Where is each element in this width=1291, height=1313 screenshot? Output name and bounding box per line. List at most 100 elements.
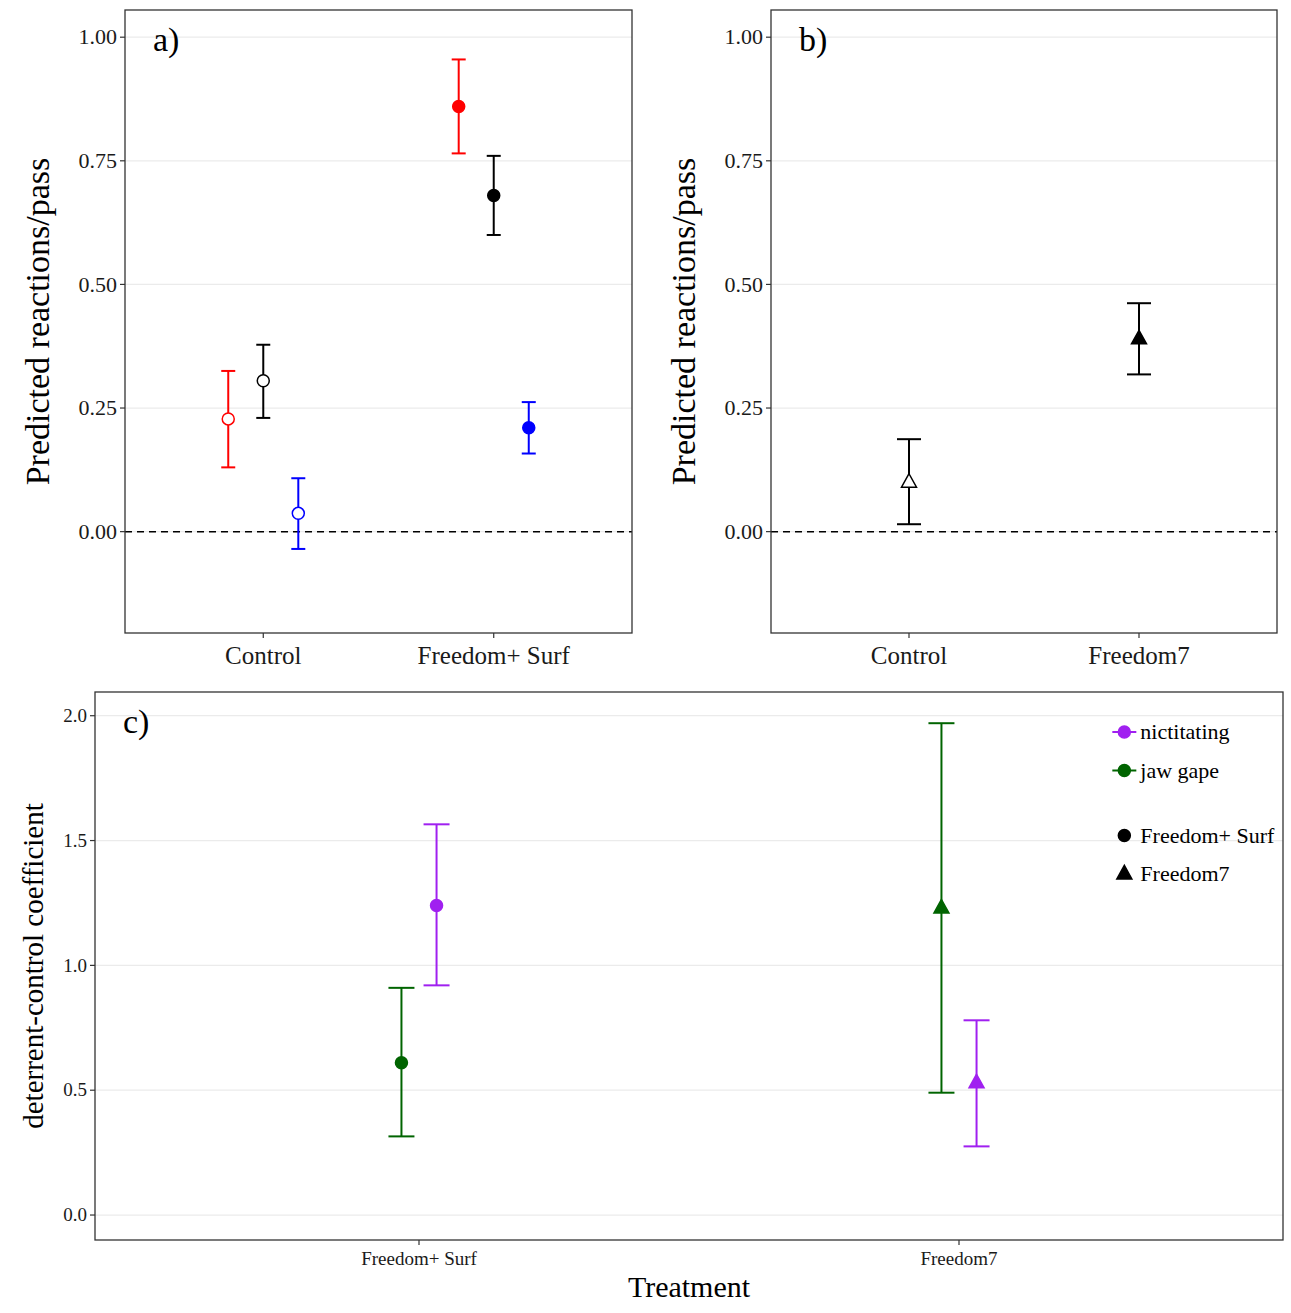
marks <box>897 303 1151 524</box>
error-bar <box>221 371 235 467</box>
y-tick <box>90 1214 95 1215</box>
x-tick <box>263 633 264 638</box>
legend: nictitatingjaw gapeFreedom+ SurfFreedom7 <box>1112 719 1275 886</box>
y-tick <box>90 1090 95 1091</box>
y-tick-label: 0.50 <box>79 272 118 297</box>
error-bar-cap <box>1127 373 1151 375</box>
error-bar-cap <box>424 984 450 986</box>
panel-letter: b) <box>799 21 827 59</box>
error-bar-cap <box>388 1135 414 1137</box>
x-axis-title: Treatment <box>628 1270 751 1303</box>
error-bar <box>291 478 305 549</box>
error-bar-cap <box>897 523 921 525</box>
error-bar-cap <box>256 417 270 419</box>
plot-frame <box>771 10 1277 633</box>
grid-line <box>125 531 632 532</box>
error-bar-cap <box>452 152 466 154</box>
y-tick-label: 1.00 <box>79 24 118 49</box>
error-bar-cap <box>424 823 450 825</box>
error-bar-cap <box>964 1019 990 1021</box>
y-tick <box>766 37 771 38</box>
legend-key <box>1118 829 1130 841</box>
x-tick-label: Freedom+ Surf <box>418 642 571 669</box>
error-bar <box>1127 303 1151 374</box>
plot-frame <box>125 10 632 633</box>
y-tick-label: 0.75 <box>725 148 764 173</box>
x-tick <box>908 633 909 638</box>
x-tick-label: Freedom7 <box>920 1248 997 1269</box>
error-bar <box>452 59 466 153</box>
grid-line <box>95 1214 1283 1215</box>
point <box>395 1057 407 1069</box>
y-tick <box>90 840 95 841</box>
point <box>523 422 535 434</box>
reference-line <box>771 531 1277 533</box>
grid-line <box>125 284 632 285</box>
y-tick <box>90 715 95 716</box>
error-bar-cap <box>522 453 536 455</box>
error-bar <box>964 1020 990 1146</box>
marks <box>221 59 536 549</box>
y-tick <box>120 284 125 285</box>
legend-label: Freedom+ Surf <box>1140 823 1275 848</box>
error-bar <box>256 345 270 418</box>
y-tick <box>120 407 125 408</box>
y-tick-label: 1.0 <box>63 955 87 976</box>
figure: 0.000.250.500.751.00ControlFreedom+ Surf… <box>0 0 1291 1313</box>
y-tick <box>120 160 125 161</box>
grid-line <box>95 965 1283 966</box>
error-bar-cap <box>487 155 501 157</box>
point <box>902 474 917 488</box>
legend-key <box>1118 765 1130 777</box>
error-bar <box>388 988 414 1137</box>
y-tick-label: 0.75 <box>79 148 118 173</box>
y-tick <box>766 531 771 532</box>
grid-line <box>771 37 1277 38</box>
plot-background <box>95 692 1283 1240</box>
error-bar <box>522 402 536 453</box>
error-bar-cap <box>964 1145 990 1147</box>
x-tick-label: Control <box>225 642 301 669</box>
error-bar <box>928 723 954 1092</box>
error-bar-cap <box>221 466 235 468</box>
y-tick <box>766 407 771 408</box>
y-tick-label: 2.0 <box>63 705 87 726</box>
point <box>431 899 443 911</box>
grid-line <box>125 407 632 408</box>
plot-background <box>125 10 632 633</box>
error-bar <box>424 824 450 985</box>
marks <box>388 723 989 1146</box>
x-tick <box>958 1240 959 1245</box>
legend-key <box>1117 865 1132 879</box>
y-axis-title: Predicted reactions/pass <box>19 158 56 486</box>
point <box>222 413 234 425</box>
y-tick-label: 1.5 <box>63 830 87 851</box>
legend-label: jaw gape <box>1139 758 1219 783</box>
x-tick-label: Control <box>871 642 947 669</box>
legend-key <box>1118 726 1130 738</box>
grid-line <box>95 715 1283 716</box>
grid-line <box>125 37 632 38</box>
grid-line <box>771 284 1277 285</box>
point <box>934 899 949 913</box>
error-bar-cap <box>221 370 235 372</box>
legend-label: nictitating <box>1140 719 1229 744</box>
plot-frame <box>95 692 1283 1240</box>
point <box>1132 330 1147 344</box>
y-tick-label: 0.5 <box>63 1079 87 1100</box>
y-tick-label: 0.0 <box>63 1204 87 1225</box>
error-bar-cap <box>291 548 305 550</box>
error-bar-cap <box>928 722 954 724</box>
error-bar-cap <box>291 477 305 479</box>
y-tick <box>90 965 95 966</box>
error-bar-cap <box>388 987 414 989</box>
grid-line <box>95 840 1283 841</box>
y-tick <box>766 160 771 161</box>
x-tick <box>418 1240 419 1245</box>
panel-letter: a) <box>153 21 179 59</box>
grid-line <box>771 531 1277 532</box>
y-tick <box>120 531 125 532</box>
y-tick <box>120 37 125 38</box>
grid-line <box>771 160 1277 161</box>
error-bar-cap <box>452 58 466 60</box>
